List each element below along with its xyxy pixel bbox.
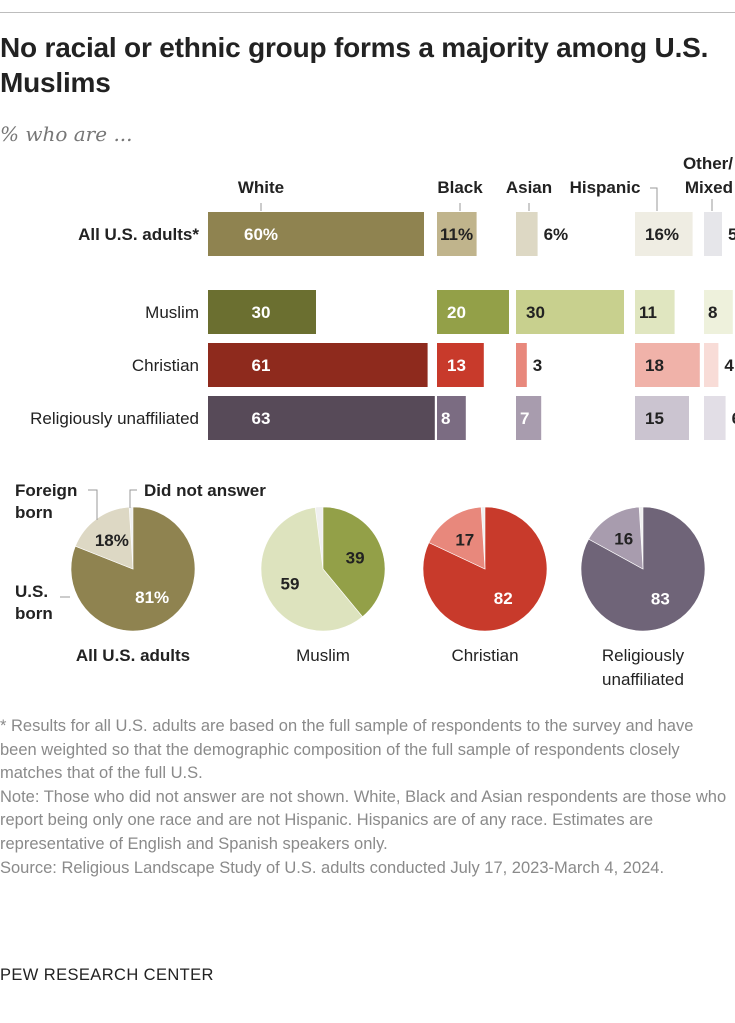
data-label: 6 <box>732 409 735 428</box>
pie-foreign-born-slice <box>260 507 363 632</box>
data-label: 6% <box>544 225 569 244</box>
row-label: All U.S. adults* <box>78 225 199 244</box>
legend-foreign-line1: Foreign <box>15 481 77 500</box>
pie-caption-line1: Religiously <box>602 646 685 665</box>
data-label: 11% <box>440 225 473 244</box>
legend-no-answer: Did not answer <box>144 481 266 500</box>
footnote-asterisk: * Results for all U.S. adults are based … <box>0 717 694 783</box>
data-label: 15 <box>645 409 664 428</box>
series-label-other-line1: Other/ <box>683 154 733 173</box>
footnote-note: Note: Those who did not answer are not s… <box>0 787 727 853</box>
chart-subtitle: % who are ... <box>0 122 133 146</box>
bar-segment <box>635 290 675 334</box>
data-label: 11 <box>639 303 657 322</box>
bar-segment <box>208 396 435 440</box>
pie-foreign-born-label: 16 <box>614 530 633 549</box>
legend-foreign-leader <box>88 489 98 520</box>
bar-segment <box>704 212 722 256</box>
data-label: 20 <box>447 303 466 322</box>
header-tick-hispanic <box>650 187 658 211</box>
data-label: 30 <box>252 303 271 322</box>
pie-caption-line2: unaffiliated <box>602 670 684 689</box>
legend-us-line2: born <box>15 604 53 623</box>
data-label: 5% <box>728 225 735 244</box>
pie-caption: All U.S. adults <box>76 646 190 665</box>
series-label-asian: Asian <box>506 178 552 197</box>
data-label: 61 <box>252 356 271 375</box>
pie-foreign-born-label: 18% <box>95 531 129 550</box>
bar-segment <box>516 343 527 387</box>
source-organization: PEW RESEARCH CENTER <box>0 966 214 984</box>
data-label: 3 <box>533 356 542 375</box>
bar-segment <box>437 212 477 256</box>
bar-segment <box>635 343 700 387</box>
bar-segment <box>208 343 428 387</box>
pie-caption: Christian <box>451 646 518 665</box>
data-label: 7 <box>520 409 529 428</box>
footnotes: * Results for all U.S. adults are based … <box>0 715 730 880</box>
data-label: 8 <box>708 303 717 322</box>
bar-segment <box>704 290 733 334</box>
pie-us-born-slice <box>322 506 386 618</box>
row-label: Christian <box>132 356 199 375</box>
top-rule <box>0 12 735 13</box>
pie-foreign-born-slice <box>588 506 644 570</box>
data-label: 13 <box>447 356 466 375</box>
data-label: 16% <box>645 225 679 244</box>
chart-title: No racial or ethnic group forms a majori… <box>0 32 709 98</box>
data-label: 4 <box>724 356 734 375</box>
data-label: 30 <box>526 303 545 322</box>
pie-us-born-label: 83 <box>651 589 670 608</box>
legend-foreign-line2: born <box>15 503 53 522</box>
bar-segment <box>516 396 542 440</box>
pie-us-born-label: 82 <box>494 589 513 608</box>
bar-segment <box>635 212 693 256</box>
bar-segment <box>437 343 484 387</box>
footnote-source: Source: Religious Landscape Study of U.S… <box>0 858 665 877</box>
bar-segment <box>704 343 719 387</box>
series-label-white: White <box>238 178 284 197</box>
row-label: Religiously unaffiliated <box>30 409 199 428</box>
pie-caption: Muslim <box>296 646 350 665</box>
chart-area: White Black Asian Hispanic Other/Mixed All U.… <box>15 154 735 689</box>
pie-us-born-label: 81% <box>135 588 169 607</box>
data-label: 18 <box>645 356 664 375</box>
pie-foreign-born-label: 59 <box>281 574 300 593</box>
bar-segment <box>516 290 624 334</box>
bar-segment <box>516 212 538 256</box>
series-label-hispanic: Hispanic <box>570 178 641 197</box>
bar-segment <box>208 212 424 256</box>
bar-segment <box>208 290 316 334</box>
bar-segment <box>704 396 726 440</box>
data-label: 8 <box>441 409 450 428</box>
pie-us-born-label: 39 <box>346 548 365 567</box>
pie-foreign-born-label: 17 <box>455 530 474 549</box>
data-label: 63 <box>252 409 271 428</box>
data-label: 60% <box>244 225 278 244</box>
bar-segment <box>437 290 509 334</box>
row-label: Muslim <box>145 303 199 322</box>
series-label-other-line2: Mixed <box>685 178 733 197</box>
legend-no-answer-leader <box>129 489 137 508</box>
pie-foreign-born-slice <box>428 506 486 570</box>
bar-segment <box>635 396 689 440</box>
series-label-black: Black <box>437 178 483 197</box>
legend-us-line1: U.S. <box>15 582 48 601</box>
bar-segment <box>437 396 466 440</box>
